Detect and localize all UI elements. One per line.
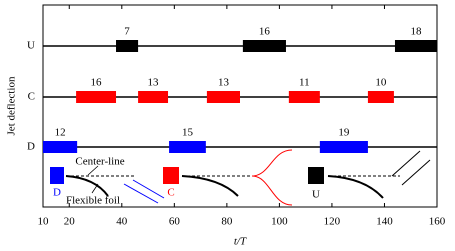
- y-tick-label: C: [28, 91, 35, 103]
- data-label: 11: [299, 77, 310, 89]
- data-label: 13: [148, 77, 160, 89]
- jet-line: [132, 179, 165, 199]
- jet-square: [50, 167, 64, 184]
- plot-frame: [42, 4, 438, 208]
- data-label: 16: [91, 77, 103, 89]
- jet-line: [391, 150, 421, 177]
- bar: [206, 91, 240, 103]
- y-tick-label: U: [27, 40, 35, 52]
- data-label: 10: [375, 77, 387, 89]
- y-tick-label: D: [27, 141, 35, 153]
- y-axis-label: Jet deflection: [6, 76, 18, 135]
- jet-square: [308, 167, 324, 184]
- data-label: 7: [124, 26, 130, 38]
- sketch-label: C: [167, 187, 174, 199]
- bar: [288, 91, 320, 103]
- data-label: 16: [259, 26, 271, 38]
- foil: [65, 175, 109, 197]
- x-tick-label: 140: [376, 216, 393, 228]
- arrow: [87, 165, 99, 176]
- x-tick-label: 10: [38, 216, 50, 228]
- x-tick-label: 20: [64, 216, 76, 228]
- bar: [242, 40, 286, 52]
- x-tick-label: 80: [221, 216, 233, 228]
- jet-square: [163, 167, 179, 184]
- bar: [138, 91, 169, 103]
- bar: [319, 141, 368, 153]
- data-label: 13: [218, 77, 230, 89]
- bar: [394, 40, 437, 52]
- sketch-label: U: [312, 189, 320, 201]
- jet-line: [251, 149, 293, 177]
- foil: [181, 175, 239, 197]
- x-tick-label: 160: [429, 216, 446, 228]
- jet-line: [401, 159, 431, 186]
- bar: [367, 91, 394, 103]
- data-label: 19: [338, 127, 350, 139]
- data-label: 18: [410, 26, 422, 38]
- jet-line: [123, 183, 159, 204]
- sketch: D Center-line Flexible foil C U: [50, 149, 431, 207]
- x-tick-label: 60: [169, 216, 181, 228]
- x-tick-label: 120: [324, 216, 341, 228]
- x-axis-label: t/T: [234, 236, 247, 248]
- jet-line: [251, 175, 293, 206]
- annotation: Center-line: [75, 156, 124, 168]
- x-tick-label: 40: [116, 216, 128, 228]
- bar: [43, 141, 78, 153]
- foil: [327, 175, 384, 199]
- bar: [169, 141, 206, 153]
- arrow: [91, 183, 99, 194]
- data-label: 15: [182, 127, 194, 139]
- annotation: Flexible foil: [66, 195, 120, 207]
- data-label: 12: [55, 127, 66, 139]
- sketch-label: D: [53, 187, 61, 199]
- bar: [76, 91, 117, 103]
- bar: [116, 40, 139, 52]
- x-tick-label: 100: [271, 216, 288, 228]
